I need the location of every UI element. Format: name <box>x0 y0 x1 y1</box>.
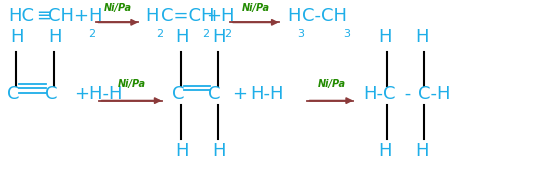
Text: H: H <box>287 7 300 25</box>
Text: CH+H: CH+H <box>48 7 102 25</box>
Text: H: H <box>415 28 428 46</box>
Text: H: H <box>10 28 24 46</box>
Text: C: C <box>7 85 19 103</box>
Text: H-C: H-C <box>364 85 396 103</box>
Text: +: + <box>232 85 248 103</box>
Text: Ni/Pa: Ni/Pa <box>317 79 345 89</box>
Text: -: - <box>399 85 417 103</box>
Text: 3: 3 <box>343 29 350 39</box>
Text: 2: 2 <box>202 29 210 39</box>
Text: C: C <box>208 85 221 103</box>
Text: Ni/Pa: Ni/Pa <box>118 79 146 89</box>
Text: 3: 3 <box>298 29 305 39</box>
Text: C: C <box>45 85 57 103</box>
Text: H: H <box>145 7 159 25</box>
Text: ≡: ≡ <box>36 7 51 25</box>
Text: H: H <box>415 142 428 160</box>
Text: C: C <box>172 85 184 103</box>
Text: C-CH: C-CH <box>302 7 347 25</box>
Text: +H: +H <box>206 7 234 25</box>
Text: Ni/Pa: Ni/Pa <box>104 3 132 13</box>
Text: C=CH: C=CH <box>161 7 214 25</box>
Text: C-H: C-H <box>419 85 451 103</box>
Text: H: H <box>175 142 189 160</box>
Text: 2: 2 <box>156 29 163 39</box>
Text: H: H <box>212 142 226 160</box>
Text: +H-H: +H-H <box>74 85 123 103</box>
Text: H-H: H-H <box>250 85 283 103</box>
Text: 2: 2 <box>88 29 95 39</box>
Text: 2: 2 <box>224 29 231 39</box>
Text: H: H <box>212 28 226 46</box>
Text: HC: HC <box>8 7 34 25</box>
Text: Ni/Pa: Ni/Pa <box>242 3 270 13</box>
Text: H: H <box>175 28 189 46</box>
Text: H: H <box>378 28 392 46</box>
Text: H: H <box>378 142 392 160</box>
Text: H: H <box>48 28 62 46</box>
